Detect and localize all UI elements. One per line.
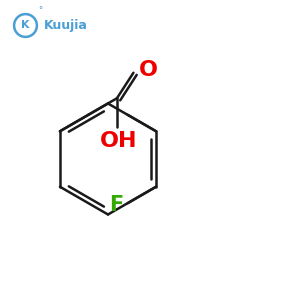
Text: OH: OH: [100, 131, 137, 151]
Text: F: F: [109, 195, 123, 215]
Text: K: K: [21, 20, 30, 31]
Text: O: O: [139, 60, 158, 80]
Text: Kuujia: Kuujia: [44, 19, 87, 32]
Text: °: °: [38, 7, 43, 16]
